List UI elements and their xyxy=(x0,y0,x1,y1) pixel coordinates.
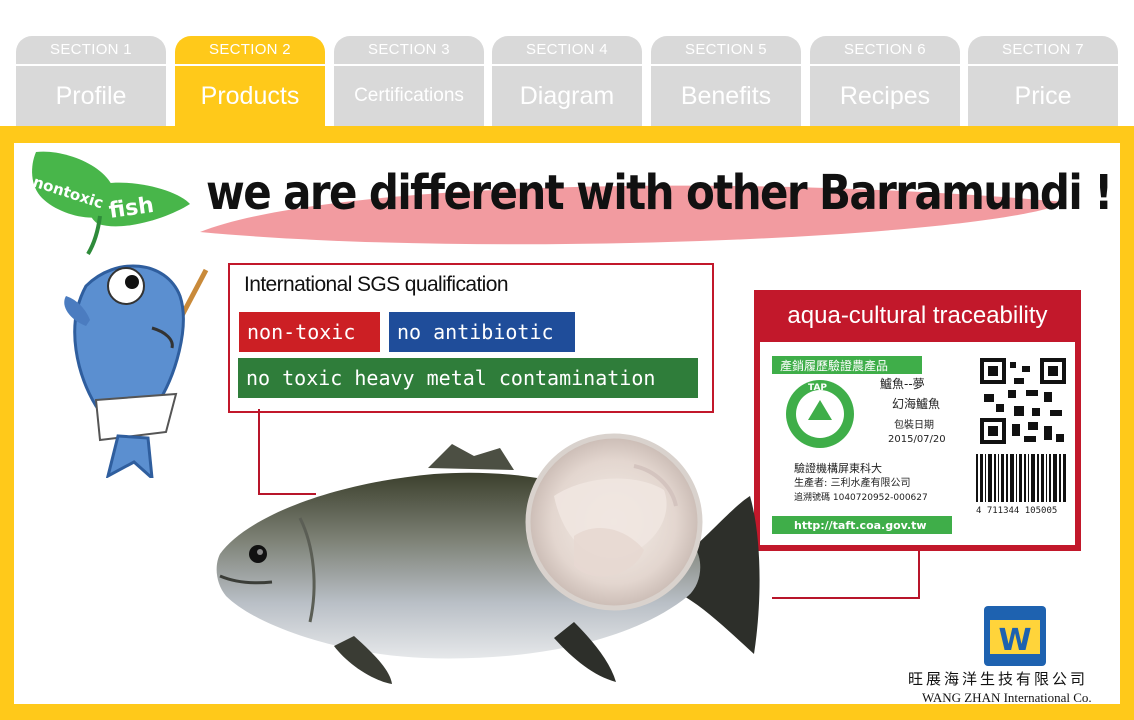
label-product: 鱸魚--夢 xyxy=(880,376,925,391)
tab-profile[interactable]: SECTION 1 Profile xyxy=(16,36,166,126)
tab-label: Certifications xyxy=(354,85,464,106)
connector-line xyxy=(772,597,920,599)
badge-word-fish: fish xyxy=(107,193,155,224)
company-name-chinese: 旺展海洋生技有限公司 xyxy=(908,670,1089,688)
tab-divider xyxy=(334,64,484,66)
label-pack-date-label: 包裝日期 xyxy=(894,418,934,431)
headline-highlight xyxy=(200,185,1066,245)
label-pack-date: 2015/07/20 xyxy=(888,434,946,445)
sgs-qualification-box: International SGS qualification non-toxi… xyxy=(228,263,714,413)
connector-line xyxy=(258,409,260,495)
fish-mascot-illustration xyxy=(64,264,209,478)
tab-label: Benefits xyxy=(680,82,772,110)
tab-label: Products xyxy=(200,82,300,110)
tab-number: SECTION 2 xyxy=(209,41,291,58)
logo-letter: W xyxy=(998,623,1031,658)
label-cert-body: 驗證機構屏東科大 xyxy=(794,461,882,475)
tab-certifications[interactable]: SECTION 3 Certifications xyxy=(334,36,484,126)
tab-recipes[interactable]: SECTION 6 Recipes xyxy=(810,36,960,126)
tap-traceability-label: 產銷履歷驗證農產品 TAP 鱸魚--夢 幻海鱸魚 包裝日期 2015/07/20… xyxy=(770,350,1070,538)
tag-no-antibiotic: no antibiotic xyxy=(389,312,575,352)
tab-divider xyxy=(492,64,642,66)
label-product-2: 幻海鱸魚 xyxy=(892,396,940,411)
sgs-title: International SGS qualification xyxy=(244,273,509,296)
barcode-number: 4 711344 105005 xyxy=(976,506,1057,516)
barcode-icon xyxy=(976,454,1066,502)
tab-divider xyxy=(16,64,166,66)
tab-number: SECTION 3 xyxy=(368,41,450,58)
tab-products[interactable]: SECTION 2 Products xyxy=(175,36,325,126)
wang-zhan-logo: W xyxy=(984,606,1046,666)
tab-label: Recipes xyxy=(839,82,931,110)
tab-diagram[interactable]: SECTION 4 Diagram xyxy=(492,36,642,126)
tag-non-toxic: non-toxic xyxy=(239,312,380,352)
tap-mark: TAP xyxy=(808,383,827,393)
tab-number: SECTION 4 xyxy=(526,41,608,58)
tab-number: SECTION 1 xyxy=(50,41,132,58)
tab-divider xyxy=(810,64,960,66)
tab-benefits[interactable]: SECTION 5 Benefits xyxy=(651,36,801,126)
label-trace-number: 追溯號碼 1040720952-000627 xyxy=(794,491,928,503)
headline: we are different with other Barramundi ! xyxy=(206,164,1113,221)
traceability-title: aqua-cultural traceability xyxy=(787,302,1048,329)
tag-no-heavy-metal: no toxic heavy metal contamination xyxy=(238,358,698,398)
tab-divider xyxy=(651,64,801,66)
tab-label: Diagram xyxy=(519,82,615,110)
connector-line xyxy=(918,551,920,599)
label-producer: 生產者: 三利水產有限公司 xyxy=(794,476,911,489)
label-heading: 產銷履歷驗證農產品 xyxy=(780,358,888,373)
tab-label: Profile xyxy=(55,82,127,110)
tab-number: SECTION 7 xyxy=(1002,41,1084,58)
tab-label: Price xyxy=(1014,82,1072,110)
nontoxic-fish-badge: nontoxic fish xyxy=(31,151,190,256)
tab-divider xyxy=(175,64,325,66)
label-url: http://taft.coa.gov.tw xyxy=(794,519,927,532)
tab-price[interactable]: SECTION 7 Price xyxy=(968,36,1118,126)
connector-line xyxy=(258,493,316,495)
barramundi-photo xyxy=(216,433,760,684)
company-name-english: WANG ZHAN International Co. xyxy=(922,690,1092,705)
tab-divider xyxy=(968,64,1118,66)
traceability-box: aqua-cultural traceability 產銷履歷驗證農產品 TAP… xyxy=(754,290,1081,551)
tab-number: SECTION 5 xyxy=(685,41,767,58)
traceability-label-area: 產銷履歷驗證農產品 TAP 鱸魚--夢 幻海鱸魚 包裝日期 2015/07/20… xyxy=(760,342,1075,545)
tab-number: SECTION 6 xyxy=(844,41,926,58)
qr-code-icon xyxy=(980,358,1066,444)
